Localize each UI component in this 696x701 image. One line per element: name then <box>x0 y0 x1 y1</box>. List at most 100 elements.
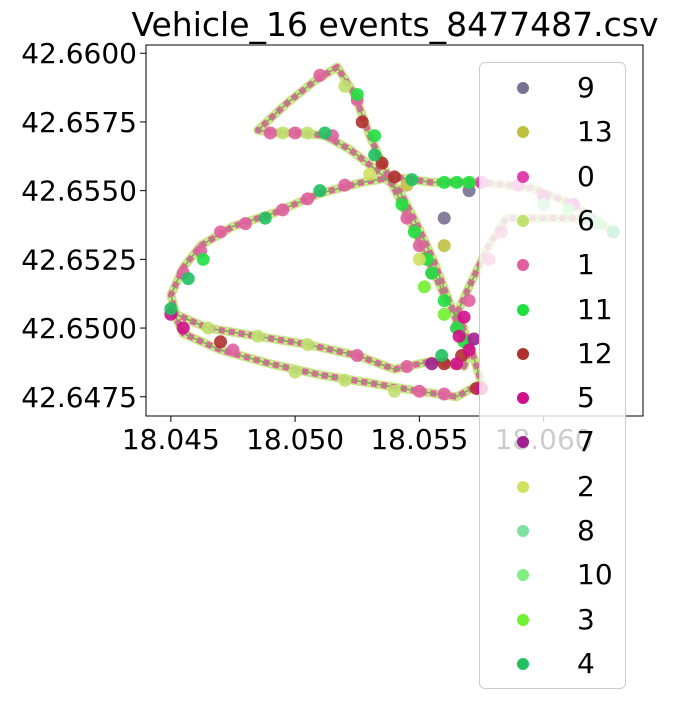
marker-series-5 <box>452 329 466 343</box>
legend-item: 7 <box>480 427 625 457</box>
legend-label: 0 <box>577 159 595 193</box>
marker-series-5 <box>462 343 476 357</box>
marker-series-5 <box>176 321 190 335</box>
marker-series-11 <box>196 252 210 266</box>
legend-label: 9 <box>577 71 595 104</box>
marker-series-1 <box>288 126 302 140</box>
marker-series-4 <box>313 184 327 198</box>
legend-marker <box>517 657 529 670</box>
legend-label: 12 <box>577 336 613 370</box>
legend-marker <box>517 126 529 139</box>
y-tick-label: 42.6600 <box>21 37 137 70</box>
legend-marker <box>517 525 529 537</box>
marker-series-6 <box>288 365 302 379</box>
legend-item: 0 <box>480 159 625 193</box>
legend-label: 13 <box>577 115 613 149</box>
x-tick-label: 18.045 <box>122 423 220 456</box>
marker-series-4 <box>435 349 449 363</box>
legend-marker <box>517 170 529 183</box>
marker-series-5 <box>457 310 471 324</box>
marker-series-1 <box>214 225 228 239</box>
y-tick-label: 42.6525 <box>21 243 137 276</box>
marker-series-1 <box>412 239 426 253</box>
marker-series-4 <box>164 302 178 316</box>
marker-series-4 <box>318 126 332 140</box>
legend-item: 11 <box>480 294 625 325</box>
legend-marker <box>517 82 529 94</box>
marker-series-11 <box>395 197 409 211</box>
legend-label: 7 <box>577 425 595 459</box>
legend-item: 13 <box>480 117 625 147</box>
marker-series-4 <box>181 272 195 286</box>
marker-series-4 <box>405 173 419 187</box>
legend-marker <box>517 569 529 582</box>
marker-series-3 <box>437 307 451 321</box>
y-tick-label: 42.6475 <box>21 381 137 414</box>
marker-series-12 <box>375 156 389 170</box>
marker-series-6 <box>201 321 215 335</box>
marker-series-11 <box>407 225 421 239</box>
marker-series-7 <box>467 332 481 346</box>
marker-series-12 <box>355 115 369 129</box>
marker-series-1 <box>226 343 240 357</box>
marker-series-7 <box>425 357 439 371</box>
marker-series-11 <box>350 87 364 101</box>
marker-series-11 <box>450 175 464 189</box>
marker-series-1 <box>400 211 414 225</box>
legend: 9 13 0 6 1 11 12 5 7 2 8 10 3 4 <box>479 62 626 689</box>
legend-item: 12 <box>480 336 625 370</box>
plot-frame <box>145 44 644 417</box>
marker-series-11 <box>368 129 382 143</box>
legend-item: 9 <box>480 73 625 103</box>
marker-series-2 <box>412 252 426 266</box>
marker-series-6 <box>301 338 315 352</box>
marker-series-1 <box>276 203 290 217</box>
marker-series-5 <box>450 357 464 371</box>
marker-series-6 <box>338 79 352 93</box>
marker-series-4 <box>368 148 382 162</box>
marker-series-11 <box>437 175 451 189</box>
legend-item: 10 <box>480 560 625 590</box>
legend-label: 3 <box>577 602 595 636</box>
legend-marker <box>517 392 529 405</box>
legend-item: 1 <box>480 250 625 280</box>
marker-series-1 <box>338 178 352 192</box>
y-tick-label: 42.6500 <box>21 312 137 345</box>
legend-marker <box>517 214 529 227</box>
marker-series-12 <box>214 335 228 349</box>
legend-label: 2 <box>577 469 595 503</box>
legend-marker <box>517 259 529 272</box>
y-tick-label: 42.6550 <box>21 175 137 208</box>
legend-label: 1 <box>577 248 595 282</box>
legend-label: 8 <box>577 514 595 547</box>
marker-series-6 <box>276 126 290 140</box>
marker-series-9 <box>437 211 451 225</box>
legend-marker <box>517 436 529 449</box>
marker-series-1 <box>313 68 327 82</box>
marker-series-1 <box>263 126 277 140</box>
marker-series-11 <box>462 175 476 189</box>
legend-item: 2 <box>480 469 625 503</box>
marker-series-6 <box>301 126 315 140</box>
legend-marker <box>517 613 529 626</box>
legend-item: 3 <box>480 602 625 636</box>
marker-series-11 <box>437 294 451 308</box>
legend-item: 6 <box>480 203 625 237</box>
legend-marker <box>517 480 529 493</box>
legend-label: 5 <box>577 381 595 415</box>
marker-series-1 <box>301 192 315 206</box>
marker-series-6 <box>251 329 265 343</box>
chart-title: Vehicle_16 events_8477487.csv <box>131 5 658 44</box>
marker-series-1 <box>400 360 414 374</box>
legend-label: 10 <box>577 558 613 592</box>
legend-item: 5 <box>480 383 625 413</box>
x-tick-label: 18.050 <box>246 423 344 456</box>
marker-series-13 <box>437 239 451 253</box>
legend-label: 4 <box>577 646 595 680</box>
legend-marker <box>517 347 529 360</box>
marker-series-1 <box>462 294 476 308</box>
legend-label: 6 <box>577 203 595 237</box>
marker-series-1 <box>437 387 451 401</box>
y-tick-label: 42.6575 <box>21 106 137 139</box>
